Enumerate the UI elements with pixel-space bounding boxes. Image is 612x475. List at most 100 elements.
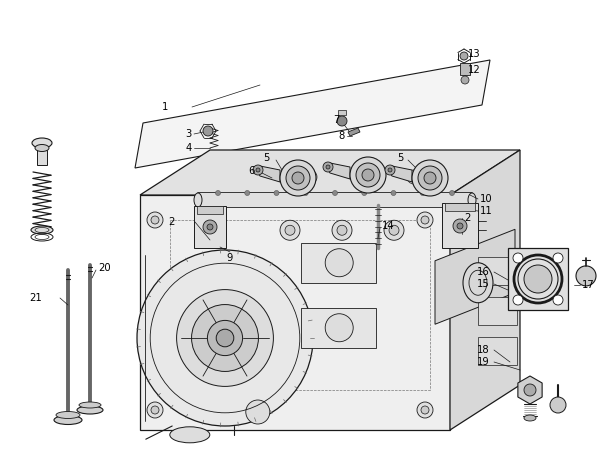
Circle shape — [256, 168, 260, 172]
Circle shape — [274, 190, 279, 196]
Circle shape — [350, 157, 386, 193]
Polygon shape — [256, 166, 280, 182]
Circle shape — [207, 321, 242, 356]
Circle shape — [245, 190, 250, 196]
Bar — [338, 110, 346, 115]
Circle shape — [457, 223, 463, 229]
Circle shape — [356, 163, 380, 187]
Circle shape — [337, 225, 347, 235]
Ellipse shape — [56, 411, 80, 418]
Circle shape — [513, 295, 523, 305]
Bar — [37, 150, 47, 165]
Ellipse shape — [463, 263, 493, 303]
Circle shape — [203, 220, 217, 234]
Circle shape — [420, 190, 425, 196]
Polygon shape — [135, 60, 490, 168]
Bar — [442, 203, 478, 248]
Polygon shape — [198, 193, 472, 207]
Text: 13: 13 — [468, 49, 480, 59]
Circle shape — [280, 220, 300, 240]
Text: 7: 7 — [334, 115, 340, 125]
Circle shape — [388, 168, 392, 172]
Circle shape — [385, 165, 395, 175]
Circle shape — [323, 162, 333, 172]
Circle shape — [151, 406, 159, 414]
Circle shape — [216, 329, 234, 347]
Ellipse shape — [35, 144, 49, 152]
Bar — [460, 63, 470, 75]
Circle shape — [407, 170, 421, 184]
Text: 2: 2 — [464, 213, 471, 223]
Circle shape — [355, 170, 369, 184]
Bar — [445, 203, 475, 211]
Circle shape — [460, 52, 468, 60]
Bar — [508, 248, 568, 310]
Circle shape — [192, 304, 258, 371]
Circle shape — [389, 225, 399, 235]
Text: 9: 9 — [227, 253, 233, 263]
Bar — [194, 206, 226, 248]
Bar — [478, 257, 517, 285]
Circle shape — [286, 166, 310, 190]
Text: 6: 6 — [248, 166, 255, 176]
Circle shape — [524, 384, 536, 396]
Circle shape — [326, 165, 330, 169]
Text: 8: 8 — [339, 131, 345, 141]
Polygon shape — [450, 150, 520, 430]
Circle shape — [384, 220, 404, 240]
Ellipse shape — [468, 193, 476, 207]
Bar — [478, 297, 517, 325]
Ellipse shape — [54, 416, 82, 425]
Ellipse shape — [77, 406, 103, 414]
Ellipse shape — [524, 415, 536, 421]
Circle shape — [246, 400, 270, 424]
Circle shape — [253, 165, 263, 175]
Circle shape — [461, 76, 469, 84]
Circle shape — [524, 265, 552, 293]
Circle shape — [332, 220, 352, 240]
Circle shape — [177, 290, 274, 386]
Text: 10: 10 — [480, 194, 493, 204]
Circle shape — [215, 190, 220, 196]
Text: 11: 11 — [480, 206, 493, 216]
Text: 18: 18 — [477, 345, 490, 355]
Ellipse shape — [79, 402, 101, 408]
Ellipse shape — [32, 138, 52, 148]
Circle shape — [151, 216, 159, 224]
Circle shape — [304, 190, 308, 196]
Circle shape — [453, 219, 467, 233]
Text: 19: 19 — [477, 357, 490, 367]
Circle shape — [424, 172, 436, 184]
Circle shape — [203, 126, 213, 136]
Circle shape — [417, 212, 433, 228]
Text: 16: 16 — [477, 267, 490, 277]
Text: 12: 12 — [468, 65, 481, 75]
Circle shape — [292, 172, 304, 184]
Circle shape — [337, 116, 347, 126]
Circle shape — [207, 224, 213, 230]
Text: 15: 15 — [477, 279, 490, 289]
Circle shape — [417, 402, 433, 418]
Polygon shape — [326, 163, 350, 179]
Polygon shape — [348, 128, 360, 136]
Circle shape — [147, 402, 163, 418]
Bar — [301, 243, 376, 283]
Circle shape — [332, 190, 337, 196]
Bar — [478, 337, 517, 365]
Ellipse shape — [170, 427, 210, 443]
Circle shape — [285, 225, 295, 235]
Bar — [301, 308, 376, 348]
Polygon shape — [518, 376, 542, 404]
Circle shape — [553, 253, 563, 263]
Text: 1: 1 — [162, 102, 168, 112]
Circle shape — [513, 253, 523, 263]
Circle shape — [391, 190, 396, 196]
Circle shape — [418, 166, 442, 190]
Circle shape — [325, 249, 353, 277]
Text: 3: 3 — [186, 129, 192, 139]
Circle shape — [147, 212, 163, 228]
Circle shape — [412, 160, 448, 196]
Circle shape — [362, 190, 367, 196]
Text: 21: 21 — [29, 293, 42, 303]
Text: 14: 14 — [382, 221, 395, 231]
